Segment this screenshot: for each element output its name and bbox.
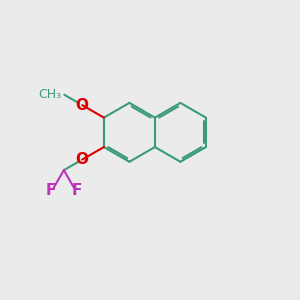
Text: O: O xyxy=(76,98,89,112)
Text: CH₃: CH₃ xyxy=(38,88,61,101)
Text: F: F xyxy=(72,182,82,197)
Text: F: F xyxy=(46,182,56,197)
Text: O: O xyxy=(76,152,89,167)
